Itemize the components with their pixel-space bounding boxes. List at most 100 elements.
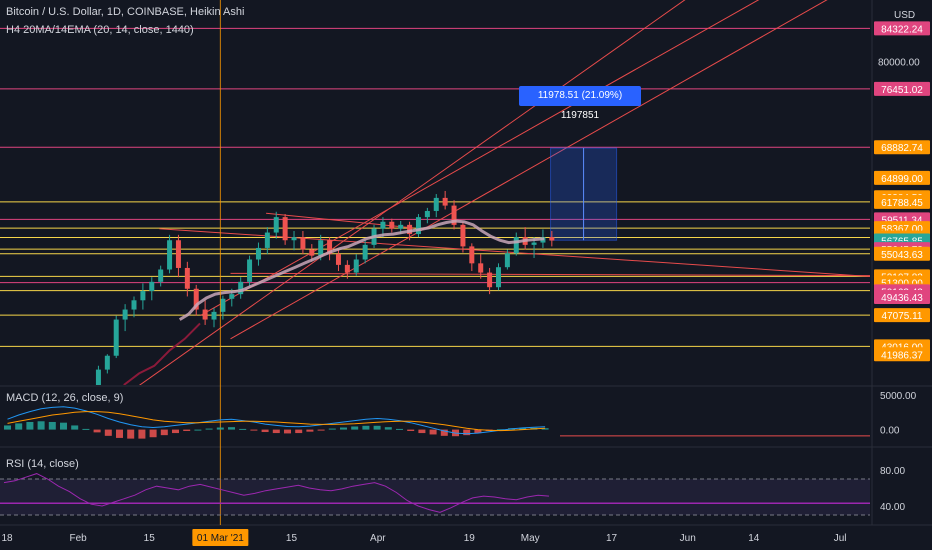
candle-body: [95, 369, 101, 385]
price-label-text: 47075.11: [882, 311, 923, 322]
rsi-tick-label: 80.00: [880, 466, 905, 477]
symbol-legend[interactable]: Bitcoin / U.S. Dollar, 1D, COINBASE, Hei…: [6, 6, 245, 18]
candle-body: [202, 309, 208, 320]
macd-hist-bar: [26, 421, 34, 430]
candle-body: [389, 221, 395, 229]
candle-body: [184, 267, 190, 289]
macd-hist-bar: [463, 429, 471, 436]
currency-label: USD: [894, 10, 916, 21]
time-tick-label: 15: [144, 533, 156, 544]
candle-body: [495, 267, 501, 288]
macd-hist-bar: [306, 429, 314, 432]
macd-hist-bar: [541, 428, 549, 430]
time-tick-label: Jul: [834, 533, 847, 544]
macd-hist-bar: [15, 423, 23, 430]
candle-body: [247, 259, 253, 282]
signal-line: [7, 411, 546, 432]
candle-body: [469, 246, 475, 264]
price-label-bg: [874, 246, 930, 261]
candle-body: [175, 240, 181, 268]
macd-hist-bar: [216, 427, 224, 430]
time-tick-label: Feb: [70, 533, 88, 544]
time-tick-label: 18: [1, 533, 13, 544]
price-label: 41986.37: [874, 347, 930, 362]
macd-hist-bar: [351, 426, 359, 430]
candle-body: [104, 355, 110, 370]
candle-body: [300, 237, 306, 250]
time-tick-label: Apr: [370, 533, 386, 544]
price-label-bg: [874, 347, 930, 362]
candle-body: [255, 247, 261, 260]
candle-body: [344, 264, 350, 273]
macd-legend[interactable]: MACD (12, 26, close, 9): [6, 392, 124, 404]
candle-body: [353, 259, 359, 273]
candle-body: [424, 210, 430, 218]
macd-hist-bar: [93, 429, 101, 433]
price-label: 47075.11: [874, 308, 930, 323]
price-label-bg: [874, 170, 930, 185]
candle-body: [335, 254, 341, 265]
macd-tick-label: 0.00: [880, 426, 900, 437]
macd-hist-bar: [519, 427, 527, 430]
candle-body: [327, 240, 333, 255]
ma-line: [178, 219, 545, 321]
candle-body: [442, 197, 448, 206]
price-label-bg: [874, 194, 930, 209]
price-label-text: 76451.02: [881, 85, 923, 96]
macd-hist-bar: [205, 428, 213, 430]
rsi-band: [0, 479, 870, 515]
macd-hist-bar: [474, 429, 482, 434]
price-label-text: 58367.00: [881, 224, 923, 235]
candle-body: [318, 240, 324, 256]
macd-hist-bar: [261, 429, 269, 433]
trend-line: [159, 228, 870, 277]
macd-hist-bar: [429, 429, 437, 435]
candle-body: [229, 294, 235, 299]
candle-body: [451, 205, 457, 225]
macd-hist-bar: [373, 425, 381, 430]
trend-line: [230, 0, 828, 340]
macd-hist-bar: [4, 425, 11, 430]
candle-body: [140, 291, 146, 301]
time-tick-label: May: [521, 533, 540, 544]
time-tick-label: Jun: [680, 533, 696, 544]
rsi-tick-label: 40.00: [880, 502, 905, 513]
time-tick-label: 14: [748, 533, 760, 544]
time-tick-label: 19: [464, 533, 476, 544]
price-label: 55043.63: [874, 246, 930, 261]
macd-hist-bar: [317, 429, 325, 431]
macd-hist-bar: [149, 429, 157, 438]
candle-body: [513, 237, 519, 254]
price-label-text: 41986.37: [881, 350, 923, 361]
candle-body: [504, 253, 510, 268]
macd-hist-bar: [440, 429, 448, 436]
price-label-bg: [874, 308, 930, 323]
candle-body: [193, 288, 199, 310]
price-label-text: 49436.43: [881, 293, 923, 304]
price-label-text: 68882.74: [881, 143, 923, 154]
time-tick-label: 01 Mar '21: [197, 533, 244, 544]
price-label-bg: [874, 289, 930, 304]
projection-label[interactable]: 11978.51 (21.09%) 1197851: [519, 86, 641, 121]
rsi-legend[interactable]: RSI (14, close): [6, 458, 79, 470]
macd-hist-bar: [295, 429, 303, 434]
macd-tick-label: 5000.00: [880, 391, 917, 402]
candle-body: [478, 263, 484, 273]
candle-body: [549, 237, 555, 241]
price-label-text: 64899.00: [881, 174, 923, 185]
indicator-legend[interactable]: H4 20MA/14EMA (20, 14, close, 1440): [6, 24, 194, 36]
candle-body: [122, 309, 128, 320]
candle-body: [309, 249, 315, 256]
time-tick-label: 15: [286, 533, 298, 544]
time-tick-label: 17: [606, 533, 618, 544]
price-label: 76451.02: [874, 81, 930, 96]
price-label: 49436.43: [874, 289, 930, 304]
macd-hist-bar: [104, 429, 112, 436]
price-label: 61788.45: [874, 194, 930, 209]
macd-hist-bar: [250, 429, 258, 431]
macd-hist-bar: [407, 429, 415, 431]
macd-hist-bar: [239, 428, 247, 430]
candle-body: [264, 232, 270, 248]
price-tick-label: 80000.00: [878, 58, 920, 69]
